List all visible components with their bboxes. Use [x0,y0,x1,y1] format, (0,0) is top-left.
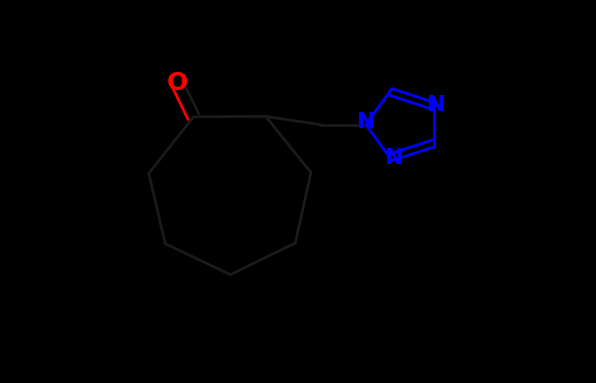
Text: O: O [166,71,188,95]
Text: N: N [356,112,375,132]
Text: N: N [385,148,403,168]
Text: N: N [427,95,446,115]
